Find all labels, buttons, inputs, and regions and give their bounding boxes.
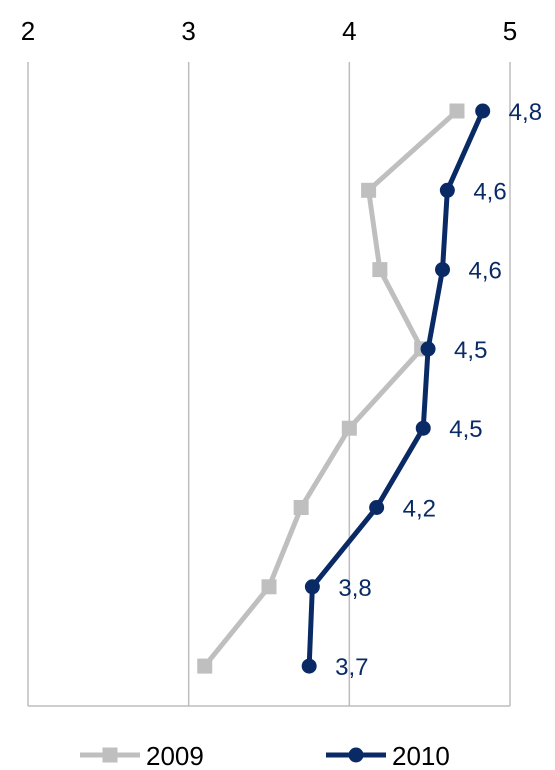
data-label: 4,8 — [509, 99, 542, 126]
data-label: 4,5 — [454, 337, 487, 364]
point-2009 — [361, 182, 377, 198]
point-2009 — [293, 500, 309, 515]
legend-marker — [102, 747, 118, 763]
point-2010 — [369, 500, 385, 515]
point-2009 — [341, 420, 357, 436]
tick-label: 4 — [342, 16, 356, 46]
point-2009 — [261, 579, 277, 595]
data-label: 3,8 — [338, 575, 371, 602]
point-2010 — [475, 103, 491, 119]
tick-label: 3 — [181, 16, 195, 46]
legend-item-2009: 2009 — [80, 741, 204, 770]
tick-label: 2 — [21, 16, 35, 46]
point-2010 — [420, 341, 436, 357]
point-2010 — [439, 182, 455, 198]
legend-label: 2009 — [146, 741, 204, 770]
data-label: 4,5 — [449, 416, 482, 443]
series — [197, 103, 491, 674]
point-2009 — [372, 262, 388, 278]
tick-label: 5 — [503, 16, 517, 46]
x-axis-tick-labels: 2 3 4 5 — [21, 16, 517, 46]
point-2009 — [197, 658, 213, 674]
data-label: 3,7 — [335, 654, 368, 681]
point-2010 — [301, 658, 317, 674]
point-2010 — [435, 262, 451, 278]
series-line-2009 — [202, 109, 459, 668]
point-2009 — [449, 103, 465, 119]
data-labels: 4,8 4,6 4,6 4,5 4,5 4,2 3,8 3,7 — [335, 99, 542, 681]
data-label: 4,6 — [469, 258, 502, 285]
point-2010 — [304, 579, 320, 595]
grid-lines — [27, 62, 511, 707]
legend-marker — [348, 747, 364, 763]
legend: 2009 2010 — [80, 741, 450, 770]
data-label: 4,6 — [473, 178, 506, 205]
legend-item-2010: 2010 — [326, 741, 450, 770]
series-line-2010 — [306, 109, 485, 667]
point-2010 — [415, 420, 431, 436]
legend-label: 2010 — [392, 741, 450, 770]
data-label: 4,2 — [403, 496, 436, 523]
